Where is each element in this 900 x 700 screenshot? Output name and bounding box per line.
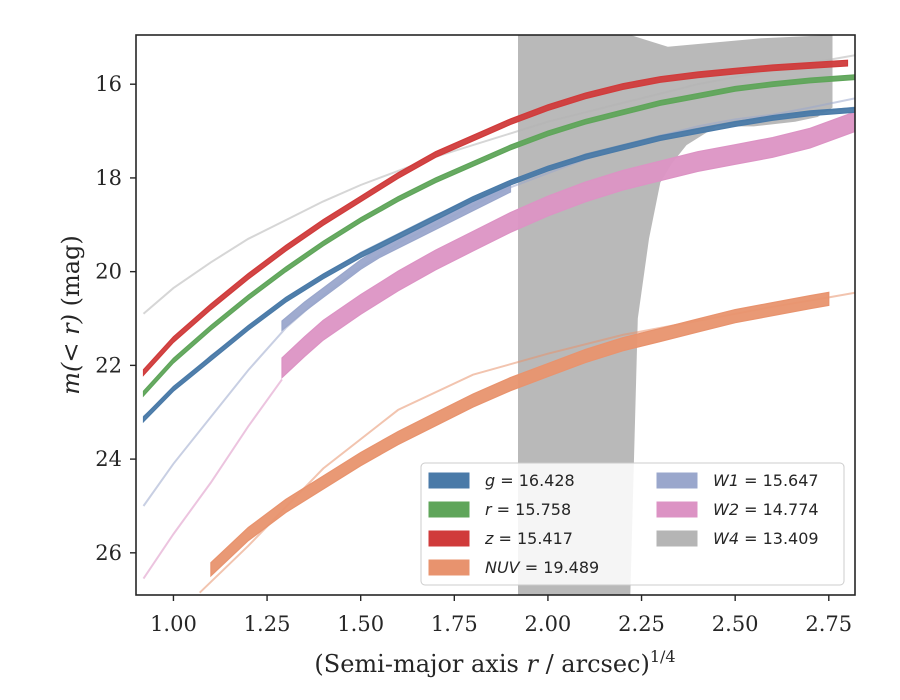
y-tick-label: 16 — [95, 72, 122, 96]
x-axis-label: (Semi-major axis r / arcsec)1/4 — [314, 647, 675, 678]
y-axis-label: m(< r) (mag) — [57, 235, 85, 394]
legend-swatch-NUV — [428, 559, 470, 576]
series-W1-band — [281, 181, 512, 332]
axis-ticks: 1.00 1.25 1.50 1.75 2.00 2.25 2.50 2.75 16 18 20 22… — [95, 72, 852, 636]
x-tick-label: 1.25 — [244, 612, 291, 636]
y-tick-label: 26 — [95, 541, 122, 565]
legend-swatch-r — [428, 501, 470, 518]
legend-label-z: z = 15.417 — [484, 529, 573, 548]
x-tick-label: 2.50 — [712, 612, 759, 636]
legend-label-NUV: NUV = 19.489 — [485, 558, 599, 577]
legend-swatch-W1 — [656, 472, 698, 489]
legend-label-W2: W2 = 14.774 — [713, 500, 819, 519]
legend-label-W1: W1 = 15.647 — [713, 471, 819, 490]
legend-swatch-g — [428, 472, 470, 489]
legend-box — [420, 462, 845, 586]
series-z-band — [142, 59, 849, 377]
x-tick-label: 1.50 — [337, 612, 384, 636]
series-W2-band — [281, 111, 855, 379]
series-W4-model-line — [142, 54, 855, 315]
y-tick-label: 20 — [95, 260, 122, 284]
x-tick-label: 1.00 — [150, 612, 197, 636]
legend-label-r: r = 15.758 — [485, 500, 571, 519]
legend: g = 16.428 r = 15.758 z = 15.417 NUV = 19.4… — [420, 462, 845, 586]
x-tick-label: 2.00 — [525, 612, 572, 636]
legend-swatch-z — [428, 530, 470, 547]
legend-label-W4: W4 = 13.409 — [713, 529, 819, 548]
legend-swatch-W2 — [656, 501, 698, 518]
x-tick-label: 2.25 — [618, 612, 665, 636]
plot-area — [142, 35, 855, 595]
y-tick-label: 24 — [95, 447, 122, 471]
series-r-band — [142, 74, 855, 398]
x-tick-label: 2.75 — [805, 612, 852, 636]
series-W4-band — [518, 35, 833, 595]
plot-frame — [135, 34, 856, 596]
legend-label-g: g = 16.428 — [485, 471, 575, 490]
y-tick-label: 18 — [95, 166, 122, 190]
series-W2-model-line — [142, 378, 283, 580]
x-tick-label: 1.75 — [431, 612, 478, 636]
y-axis-label-text: m(< r) (mag) — [57, 235, 85, 394]
legend-swatch-W4 — [656, 530, 698, 547]
series-NUV-band — [210, 291, 830, 578]
y-tick-label: 22 — [95, 353, 122, 377]
series-g-band — [142, 106, 855, 424]
